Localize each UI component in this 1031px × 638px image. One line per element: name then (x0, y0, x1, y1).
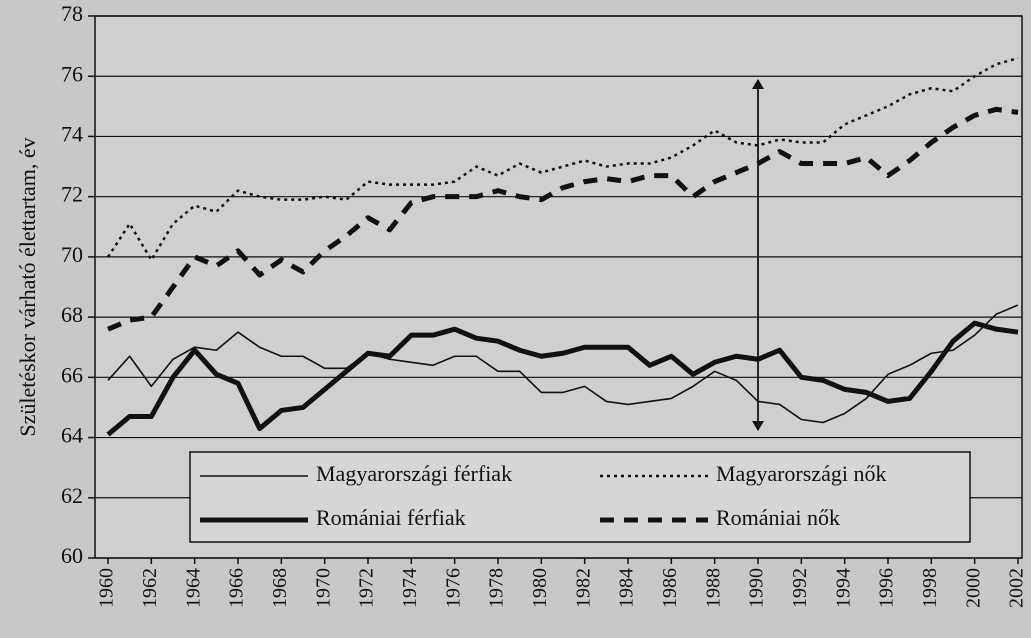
x-tick-label: 1966 (226, 568, 248, 608)
x-tick-label: 1976 (442, 568, 464, 608)
series-line (106, 56, 1019, 262)
y-tick-label: 66 (61, 362, 83, 387)
x-tick-label: 1992 (789, 568, 811, 608)
x-tick-label: 1996 (876, 568, 898, 608)
legend-label: Magyarországi férfiak (316, 461, 512, 486)
x-tick-label: 1960 (96, 568, 118, 608)
y-tick-label: 62 (61, 483, 83, 508)
y-tick-label: 64 (61, 423, 83, 448)
x-tick-label: 1984 (616, 568, 638, 608)
y-tick-label: 72 (61, 182, 83, 207)
x-tick-label: 1964 (182, 568, 204, 608)
x-tick-label: 2000 (962, 568, 984, 608)
y-tick-label: 78 (61, 1, 83, 26)
legend-label: Magyarországi nők (716, 461, 886, 486)
x-tick-label: 1962 (139, 568, 161, 608)
y-tick-label: 60 (61, 543, 83, 568)
y-tick-label: 74 (61, 121, 83, 146)
x-tick-label: 2002 (1006, 568, 1028, 608)
x-tick-label: 1970 (312, 568, 334, 608)
x-tick-label: 1988 (702, 568, 724, 608)
x-tick-label: 1974 (399, 568, 421, 608)
x-tick-label: 1972 (356, 568, 378, 608)
x-tick-label: 1990 (746, 568, 768, 608)
legend (189, 451, 971, 543)
x-tick-label: 1982 (572, 568, 594, 608)
x-tick-label: 1998 (919, 568, 941, 608)
y-tick-label: 68 (61, 302, 83, 327)
legend-label: Romániai férfiak (316, 505, 466, 530)
series-line (107, 304, 1019, 424)
y-tick-label: 76 (61, 61, 83, 86)
legend-label: Romániai nők (716, 505, 840, 530)
x-tick-label: 1994 (832, 568, 854, 608)
x-tick-label: 1968 (269, 568, 291, 608)
y-axis-label: Születéskor várható élettartam, év (15, 137, 40, 436)
x-tick-label: 1986 (659, 568, 681, 608)
x-tick-label: 1978 (486, 568, 508, 608)
series-line (106, 320, 1019, 437)
x-tick-label: 1980 (529, 568, 551, 608)
y-tick-label: 70 (61, 242, 83, 267)
series-line (107, 106, 1019, 332)
